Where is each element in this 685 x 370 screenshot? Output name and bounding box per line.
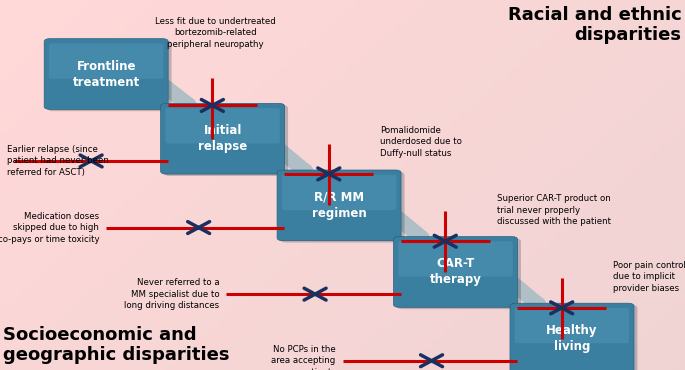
Text: Healthy
living: Healthy living	[546, 324, 598, 353]
Text: Less fit due to undertreated
bortezomib-related
peripheral neuropathy: Less fit due to undertreated bortezomib-…	[155, 17, 276, 48]
FancyBboxPatch shape	[164, 105, 288, 176]
Text: Frontline
treatment: Frontline treatment	[73, 60, 140, 88]
Text: R/R MM
regimen: R/R MM regimen	[312, 191, 366, 220]
Text: CAR-T
therapy: CAR-T therapy	[429, 258, 482, 286]
Text: Medication doses
skipped due to high
co-pays or time toxicity: Medication doses skipped due to high co-…	[0, 212, 99, 243]
FancyBboxPatch shape	[510, 303, 634, 370]
Text: Socioeconomic and
geographic disparities: Socioeconomic and geographic disparities	[3, 326, 230, 364]
FancyBboxPatch shape	[277, 170, 401, 240]
FancyBboxPatch shape	[165, 108, 279, 144]
Text: Earlier relapse (since
patient had never been
referred for ASCT): Earlier relapse (since patient had never…	[7, 145, 109, 177]
Text: Racial and ethnic
disparities: Racial and ethnic disparities	[508, 6, 682, 44]
Text: Never referred to a
MM specialist due to
long driving distances: Never referred to a MM specialist due to…	[124, 278, 219, 310]
Text: Superior CAR-T product on
trial never properly
discussed with the patient: Superior CAR-T product on trial never pr…	[497, 194, 610, 226]
Text: Poor pain control
due to implicit
provider biases: Poor pain control due to implicit provid…	[613, 261, 685, 293]
FancyBboxPatch shape	[47, 40, 171, 111]
Text: No PCPs in the
area accepting
new patients: No PCPs in the area accepting new patien…	[271, 345, 336, 370]
FancyBboxPatch shape	[49, 43, 163, 79]
FancyBboxPatch shape	[160, 103, 285, 174]
FancyBboxPatch shape	[398, 241, 512, 277]
FancyBboxPatch shape	[514, 308, 629, 343]
FancyBboxPatch shape	[281, 172, 404, 243]
FancyBboxPatch shape	[397, 238, 521, 309]
Text: Pomalidomide
underdosed due to
Duffy-null status: Pomalidomide underdosed due to Duffy-nul…	[380, 126, 462, 158]
Text: Initial
relapse: Initial relapse	[198, 124, 247, 153]
FancyBboxPatch shape	[282, 175, 396, 210]
FancyBboxPatch shape	[44, 39, 168, 109]
FancyBboxPatch shape	[513, 305, 637, 370]
FancyBboxPatch shape	[393, 237, 518, 307]
